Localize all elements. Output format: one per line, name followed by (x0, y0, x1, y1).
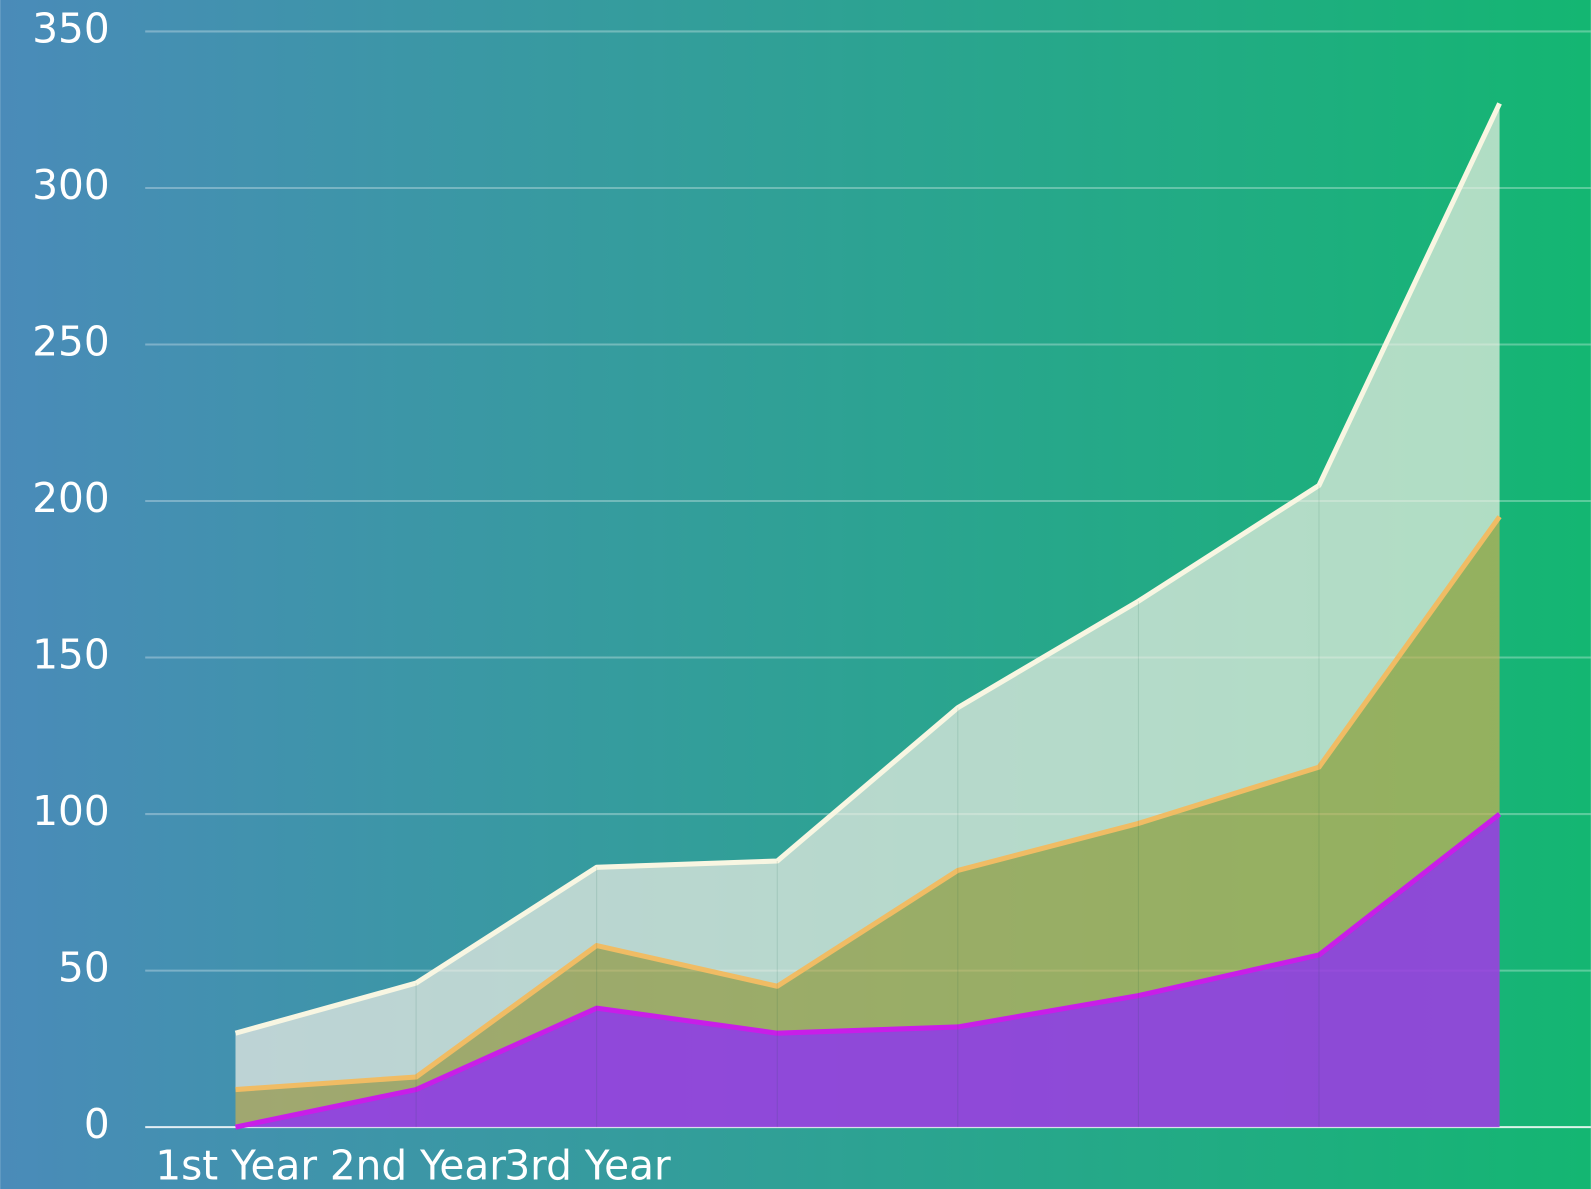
area (235, 103, 1500, 1090)
line (235, 515, 1502, 1093)
y-tick-label: 50 (58, 944, 110, 992)
area (235, 814, 1500, 1128)
y-tick-label: 250 (32, 317, 109, 365)
y-tick-label: 150 (32, 631, 109, 679)
x-tick-label: 2nd Year (330, 1142, 506, 1189)
y-tick-label: 350 (32, 4, 109, 52)
y-tick-label: 300 (32, 161, 109, 209)
area (235, 516, 1500, 1128)
x-tick-label: 1st Year (155, 1142, 317, 1189)
line (234, 812, 1502, 1130)
y-tick-label: 200 (32, 474, 109, 522)
x-tick-label: 3rd Year (504, 1142, 671, 1189)
y-tick-label: 0 (84, 1100, 110, 1148)
y-tick-label: 100 (32, 787, 109, 835)
line (234, 102, 1502, 1036)
